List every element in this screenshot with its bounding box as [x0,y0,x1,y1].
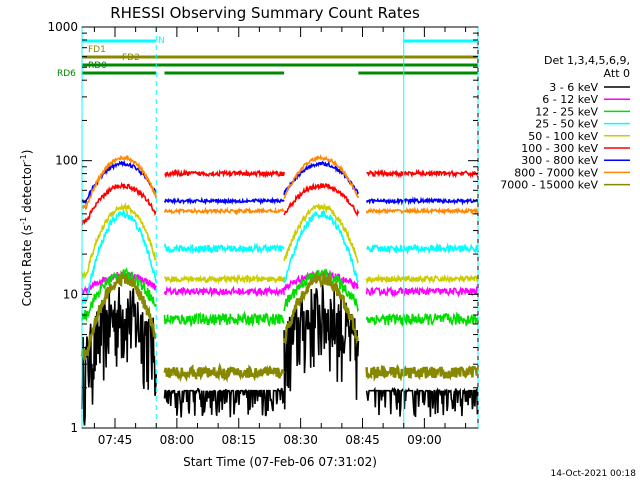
x-axis-label: Start Time (07-Feb-06 07:31:02) [183,455,377,469]
plot-frame-rect [81,26,479,429]
y-axis-label-sup2: -1 [19,154,28,162]
x-tick-label: 08:45 [345,433,380,447]
legend-entry-label: 7000 - 15000 keV [500,179,598,192]
series-line [81,160,479,206]
series-line [81,284,479,426]
legend-entry-label: 3 - 6 keV [549,81,598,94]
y-axis-label: Count Rate (s-1 detector-1) [19,150,34,307]
plot-frame [81,26,479,429]
saa-lines [81,27,479,428]
x-tick-label: 09:00 [407,433,442,447]
y-tick-label: 10 [63,287,78,301]
series-line [81,208,479,304]
legend-entry-label: 100 - 300 keV [521,142,598,155]
y-axis-label-sup: -1 [19,217,28,225]
series-line [80,269,480,383]
legend-entry-label: 300 - 800 keV [521,154,598,167]
x-tick-label: 08:00 [160,433,195,447]
chart-title: RHESSI Observing Summary Count Rates [110,4,420,22]
legend-entry-label: 12 - 25 keV [535,105,598,118]
x-tick-label: 08:15 [221,433,256,447]
x-tick-label: 07:45 [98,433,133,447]
legend-entry-label: 6 - 12 keV [542,93,598,106]
legend-header-1: Det 1,3,4,5,6,9, [544,54,630,67]
series-group [80,153,480,426]
legend-header-2: Att 0 [604,67,630,80]
y-tick-label: 100 [55,154,78,168]
flag-label: N [158,36,165,46]
flag-label: RD0 [88,61,107,71]
flags-group: N FD1 FD2 RD0 RD6 [57,36,478,79]
x-tick-label: 08:30 [283,433,318,447]
y-axis-label-main: Count Rate (s [20,225,34,307]
y-axis-label-end: ) [20,150,34,155]
flag-label: RD6 [57,69,76,79]
flag-label: FD1 [88,45,106,55]
y-tick-label: 1000 [47,20,78,34]
y-axis-label-tail: detector [20,162,34,217]
legend-entry-label: 800 - 7000 keV [514,166,598,179]
y-tick-label: 1 [70,421,78,435]
legend-entry-label: 50 - 100 keV [528,130,598,143]
series-line [81,168,479,226]
legend-entry-label: 25 - 50 keV [535,118,598,131]
series-line [81,202,479,285]
flag-label: FD2 [122,53,140,63]
axes-group: 1 10 100 1000 07:45 08:00 08:15 08:30 08:45 09:00 [47,20,478,447]
series-line [81,153,479,216]
footer-timestamp: 14-Oct-2021 00:18 [551,469,637,479]
